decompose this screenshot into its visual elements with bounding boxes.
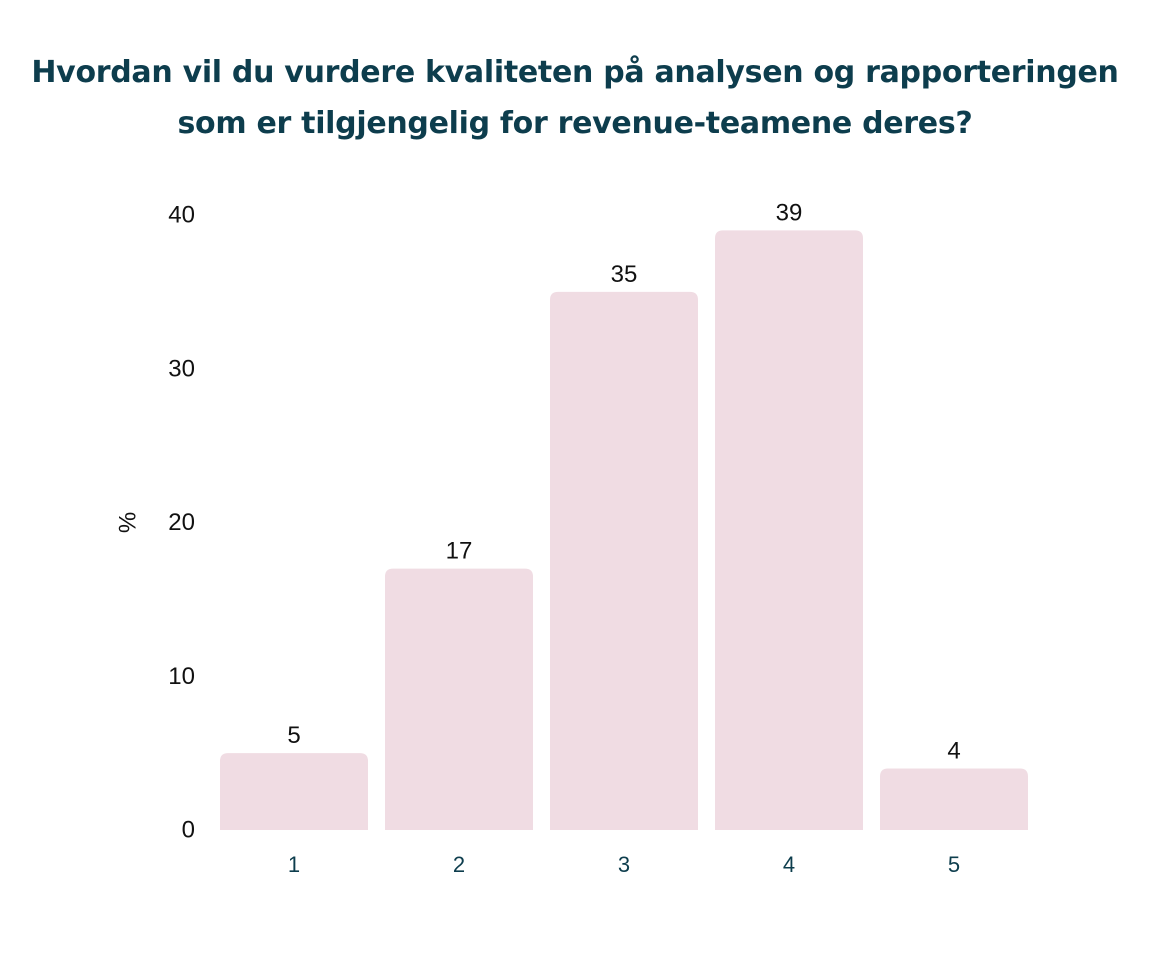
y-axis-title: % — [115, 512, 142, 533]
x-tick-label: 3 — [618, 852, 630, 877]
data-label: 4 — [947, 738, 960, 765]
x-axis-labels: 1 2 3 4 5 — [288, 852, 960, 877]
data-labels: 5 17 35 39 4 — [287, 199, 960, 764]
x-tick-label: 4 — [783, 852, 795, 877]
chart-title-line-1: Hvordan vil du vurdere kvaliteten på ana… — [31, 55, 1119, 90]
bar-5 — [880, 768, 1028, 830]
bar-2 — [385, 568, 533, 830]
data-label: 17 — [446, 538, 473, 565]
y-tick-label: 0 — [182, 817, 195, 844]
x-tick-label: 5 — [948, 852, 960, 877]
y-axis-ticks: 0 10 20 30 40 — [168, 202, 195, 844]
y-tick-label: 40 — [168, 202, 195, 229]
data-label: 39 — [776, 199, 803, 226]
x-tick-label: 2 — [453, 852, 465, 877]
bars — [220, 230, 1028, 830]
chart-title: Hvordan vil du vurdere kvaliteten på ana… — [0, 47, 1150, 149]
data-label: 5 — [287, 722, 300, 749]
y-tick-label: 30 — [168, 355, 195, 382]
y-tick-label: 20 — [168, 509, 195, 536]
data-label: 35 — [611, 261, 638, 288]
bar-4 — [715, 230, 863, 830]
bar-3 — [550, 291, 698, 830]
x-tick-label: 1 — [288, 852, 300, 877]
y-tick-label: 10 — [168, 663, 195, 690]
bar-1 — [220, 753, 368, 830]
chart-title-line-2: som er tilgjengelig for revenue-teamene … — [177, 106, 973, 141]
